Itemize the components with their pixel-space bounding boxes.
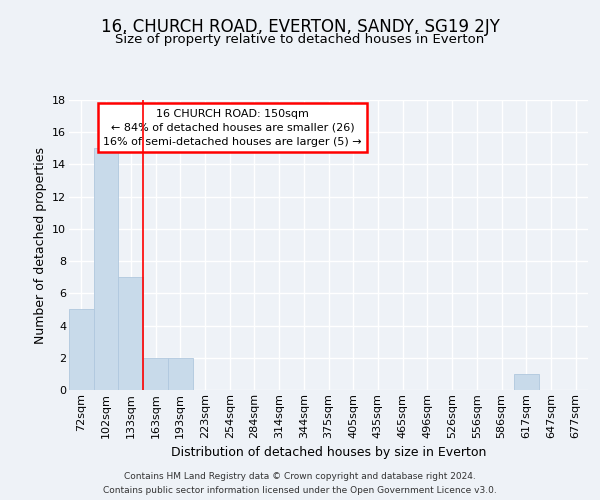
Text: Contains HM Land Registry data © Crown copyright and database right 2024.: Contains HM Land Registry data © Crown c…: [124, 472, 476, 481]
Bar: [118, 277, 143, 390]
Bar: [69, 310, 94, 390]
Bar: [94, 148, 118, 390]
Bar: [143, 358, 168, 390]
X-axis label: Distribution of detached houses by size in Everton: Distribution of detached houses by size …: [171, 446, 486, 459]
Text: 16 CHURCH ROAD: 150sqm
← 84% of detached houses are smaller (26)
16% of semi-det: 16 CHURCH ROAD: 150sqm ← 84% of detached…: [103, 108, 362, 146]
Text: 16, CHURCH ROAD, EVERTON, SANDY, SG19 2JY: 16, CHURCH ROAD, EVERTON, SANDY, SG19 2J…: [101, 18, 499, 36]
Bar: [514, 374, 539, 390]
Y-axis label: Number of detached properties: Number of detached properties: [34, 146, 47, 344]
Text: Size of property relative to detached houses in Everton: Size of property relative to detached ho…: [115, 32, 485, 46]
Bar: [168, 358, 193, 390]
Text: Contains public sector information licensed under the Open Government Licence v3: Contains public sector information licen…: [103, 486, 497, 495]
